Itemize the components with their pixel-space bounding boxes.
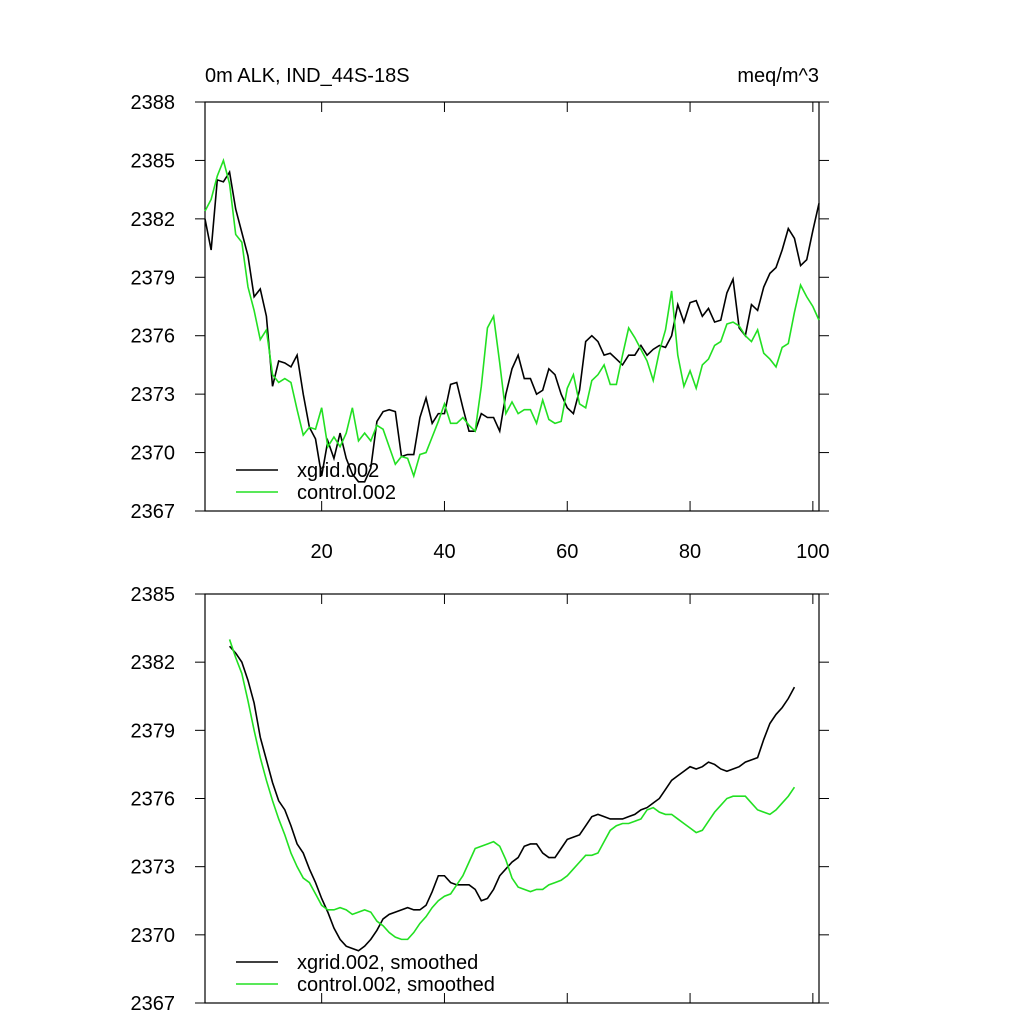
y-tick-label: 2385 xyxy=(131,584,176,606)
y-tick-label: 2367 xyxy=(131,993,176,1015)
x-tick-label: 40 xyxy=(433,541,455,563)
y-tick-label: 2379 xyxy=(131,720,176,742)
chart-title: 0m ALK, IND_44S-18S xyxy=(205,65,410,87)
legend-label: control.002 xyxy=(297,482,396,504)
y-tick-label: 2373 xyxy=(131,857,176,879)
data-line xyxy=(228,645,796,952)
y-tick-label: 2388 xyxy=(131,92,176,114)
y-tick-label: 2379 xyxy=(131,267,176,289)
legend-label: control.002, smoothed xyxy=(297,974,495,996)
units-label: meq/m^3 xyxy=(737,65,819,87)
data-line xyxy=(204,157,820,479)
x-tick-label: 100 xyxy=(796,541,829,563)
y-tick-label: 2370 xyxy=(131,925,176,947)
y-tick-label: 2370 xyxy=(131,443,176,465)
y-tick-label: 2376 xyxy=(131,326,176,348)
legend-label: xgrid.002 xyxy=(297,460,379,482)
y-tick-label: 2376 xyxy=(131,789,176,811)
y-tick-label: 2367 xyxy=(131,501,176,523)
data-line xyxy=(204,169,820,483)
x-tick-label: 20 xyxy=(311,541,333,563)
legend-label: xgrid.002, smoothed xyxy=(297,952,478,974)
y-tick-label: 2373 xyxy=(131,384,176,406)
data-line xyxy=(228,639,796,941)
y-tick-label: 2385 xyxy=(131,150,176,172)
x-tick-label: 80 xyxy=(679,541,701,563)
plot-frame xyxy=(204,101,820,512)
y-tick-label: 2382 xyxy=(131,652,176,674)
x-tick-label: 60 xyxy=(556,541,578,563)
y-tick-label: 2382 xyxy=(131,209,176,231)
